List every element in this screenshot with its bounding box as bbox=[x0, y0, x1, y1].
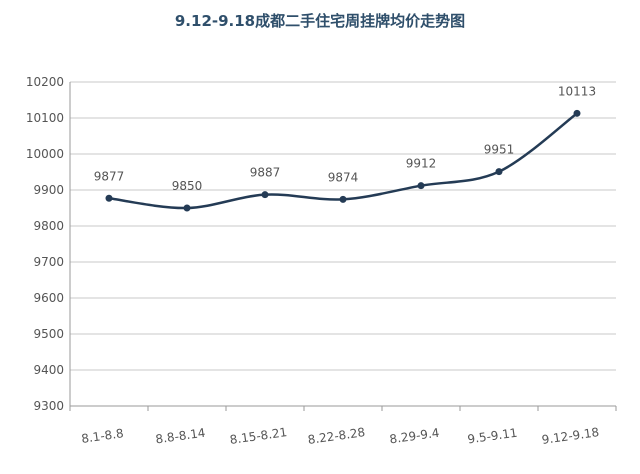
x-tick-label: 9.5-9.11 bbox=[467, 426, 519, 447]
data-label: 9850 bbox=[172, 179, 203, 193]
y-tick-label: 9500 bbox=[33, 327, 64, 341]
y-tick-label: 10100 bbox=[26, 111, 64, 125]
y-tick-label: 10000 bbox=[26, 147, 64, 161]
grid-layer bbox=[70, 81, 616, 407]
data-label: 9912 bbox=[406, 157, 437, 171]
x-tick-label: 8.15-8.21 bbox=[229, 425, 288, 447]
line-layer bbox=[105, 109, 581, 212]
label-layer: 9877 9850 9887 9874 9912 9951 10113 bbox=[94, 84, 596, 193]
x-tick-label: 8.8-8.14 bbox=[155, 426, 207, 447]
data-point bbox=[261, 191, 269, 199]
y-tick-label: 9600 bbox=[33, 291, 64, 305]
data-point bbox=[495, 168, 503, 176]
data-point bbox=[573, 109, 581, 117]
data-point bbox=[339, 195, 347, 203]
x-tick-label: 8.29-9.4 bbox=[389, 426, 441, 447]
x-tick-label: 9.12-9.18 bbox=[541, 425, 600, 447]
data-point bbox=[183, 204, 191, 212]
data-label: 9877 bbox=[94, 169, 125, 183]
x-tick-label: 8.22-8.28 bbox=[307, 425, 366, 447]
x-tick-label: 8.1-8.8 bbox=[80, 426, 124, 446]
data-label: 9874 bbox=[328, 170, 359, 184]
y-tick-label: 10200 bbox=[26, 75, 64, 89]
data-point bbox=[417, 182, 425, 190]
data-label: 9887 bbox=[250, 166, 281, 180]
y-tick-label: 9900 bbox=[33, 183, 64, 197]
data-point bbox=[105, 194, 113, 202]
y-tick-label: 9400 bbox=[33, 363, 64, 377]
data-label: 9951 bbox=[484, 143, 515, 157]
data-label: 10113 bbox=[558, 84, 596, 98]
y-tick-label: 9700 bbox=[33, 255, 64, 269]
y-tick-label: 9800 bbox=[33, 219, 64, 233]
y-tick-label: 9300 bbox=[33, 399, 64, 413]
chart-title: 9.12-9.18成都二手住宅周挂牌均价走势图 bbox=[174, 12, 466, 30]
axis-layer: 9300 9400 9500 9600 9700 9800 9900 10000 10100 10… bbox=[26, 75, 617, 447]
series-line bbox=[108, 112, 578, 210]
